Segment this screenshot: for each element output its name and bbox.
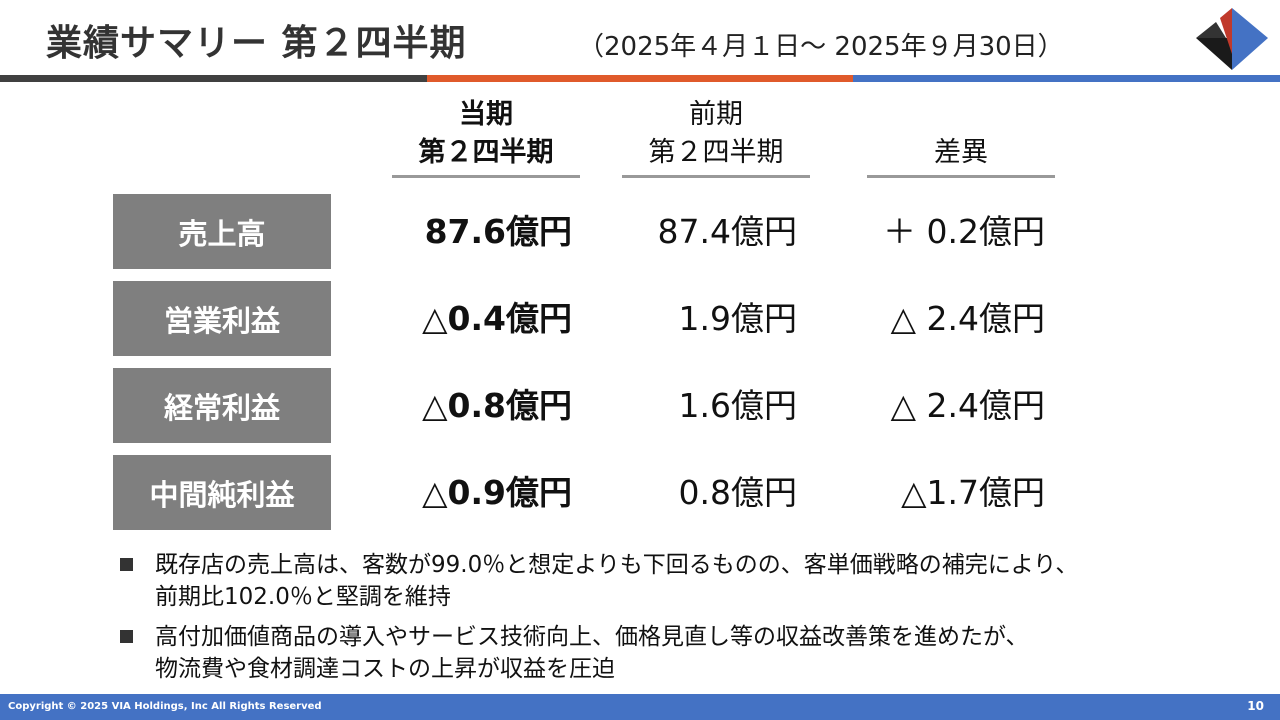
column-header: 第２四半期 (648, 137, 784, 168)
value-cell: 87.6億円 (424, 212, 572, 251)
column-header: 前期 (689, 99, 743, 130)
row-label: 売上高 (113, 194, 331, 269)
value-cell: △ 2.4億円 (890, 299, 1045, 338)
value-cell: 1.6億円 (678, 386, 797, 425)
bullet (120, 630, 133, 643)
note-line: 高付加価値商品の導入やサービス技術向上、価格見直し等の収益改善策を進めたが、 (155, 624, 1029, 650)
value-cell: △ 2.4億円 (890, 386, 1045, 425)
value-cell: △0.4億円 (422, 299, 572, 338)
value-cell: 87.4億円 (657, 212, 797, 251)
header-underline (622, 175, 810, 178)
copyright: Copyright © 2025 VIA Holdings, Inc All R… (8, 701, 322, 712)
value-cell: △0.8億円 (422, 386, 572, 425)
note-line: 物流費や食材調達コストの上昇が収益を圧迫 (155, 656, 615, 682)
bullet (120, 558, 133, 571)
period: （2025年４月１日〜 2025年９月30日） (578, 32, 1064, 62)
header-bar (853, 75, 1280, 82)
row-label: 営業利益 (113, 281, 331, 356)
page-number: 10 (1247, 699, 1264, 713)
row-label: 経常利益 (113, 368, 331, 443)
value-cell: 1.9億円 (678, 299, 797, 338)
footer-bar (0, 694, 1280, 720)
note-line: 前期比102.0％と堅調を維持 (155, 584, 451, 610)
row-label: 中間純利益 (113, 455, 331, 530)
column-header: 第２四半期 (418, 137, 554, 168)
header-underline (392, 175, 580, 178)
value-cell: ＋ 0.2億円 (883, 212, 1045, 251)
logo (1196, 8, 1268, 70)
note-line: 既存店の売上高は、客数が99.0％と想定よりも下回るものの、客単価戦略の補完によ… (155, 552, 1079, 578)
header-underline (867, 175, 1055, 178)
column-header: 差異 (934, 137, 988, 168)
value-cell: △1.7億円 (901, 473, 1045, 512)
value-cell: 0.8億円 (678, 473, 797, 512)
header-bar (427, 75, 853, 82)
column-header: 当期 (459, 99, 513, 130)
title: 業績サマリー 第２四半期 (46, 23, 467, 64)
value-cell: △0.9億円 (422, 473, 572, 512)
header-bar (0, 75, 427, 82)
